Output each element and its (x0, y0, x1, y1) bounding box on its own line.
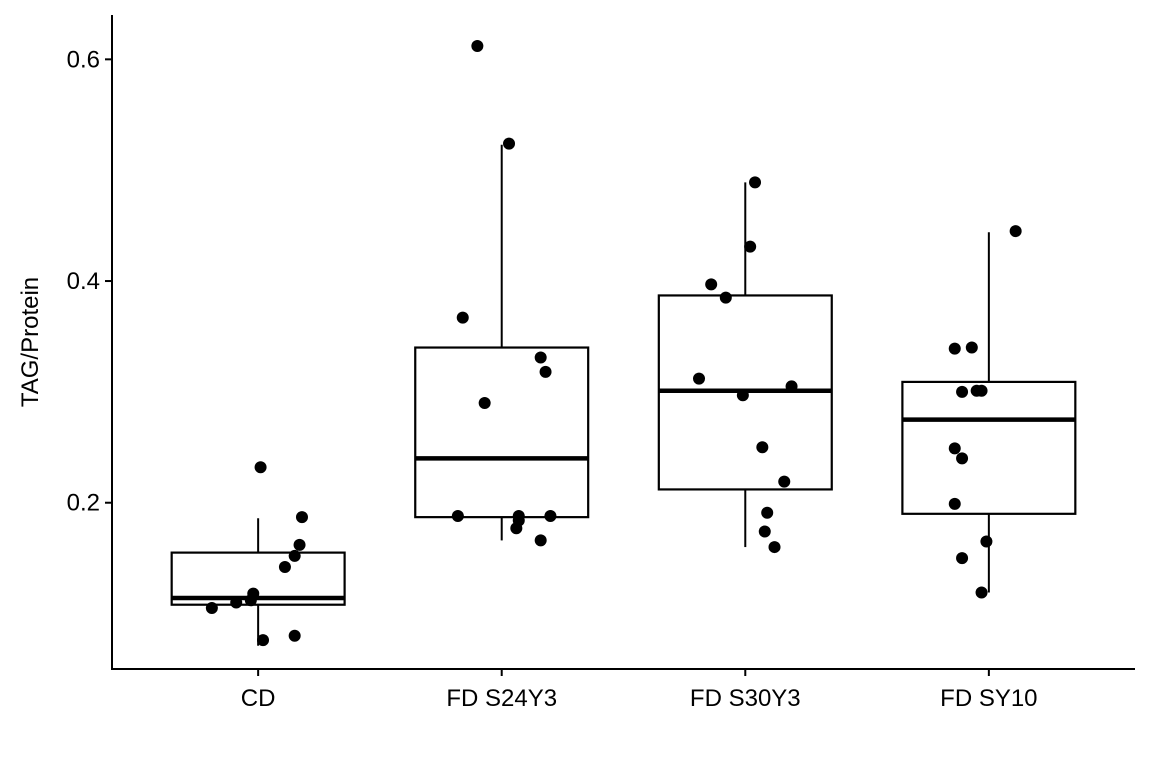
data-point (956, 552, 969, 565)
data-point (230, 596, 243, 609)
data-point (975, 384, 988, 397)
data-point (975, 586, 988, 599)
data-point (471, 40, 484, 53)
box-3 (901, 225, 1077, 599)
data-point (456, 311, 469, 324)
data-point (980, 535, 993, 548)
data-point (749, 176, 762, 189)
y-tick-label: 0.4 (67, 268, 100, 295)
box-2 (657, 176, 833, 554)
data-point (761, 506, 774, 519)
data-point (451, 510, 464, 523)
box-iqr (901, 380, 1077, 515)
data-point (205, 602, 218, 615)
data-point (705, 278, 718, 291)
x-tick-label: FD S30Y3 (690, 685, 801, 712)
data-point (295, 511, 308, 524)
x-tick-label: CD (241, 685, 276, 712)
data-point (278, 561, 291, 574)
data-point (736, 389, 749, 402)
data-point (948, 442, 961, 455)
data-point (257, 634, 270, 647)
data-point (956, 452, 969, 465)
box-1 (414, 40, 590, 547)
data-point (478, 396, 491, 409)
data-point (539, 365, 552, 378)
data-point (744, 240, 757, 253)
data-point (244, 594, 257, 607)
data-point (768, 541, 781, 554)
y-tick-label: 0.2 (67, 490, 100, 517)
data-point (948, 497, 961, 510)
data-point (288, 549, 301, 562)
data-point (965, 341, 978, 354)
data-point (693, 372, 706, 385)
data-point (719, 291, 732, 304)
data-point (534, 534, 547, 547)
data-point (956, 385, 969, 398)
data-point (293, 538, 306, 551)
data-point (503, 137, 516, 150)
y-axis-label: TAG/Protein (17, 277, 44, 407)
data-point (1009, 225, 1022, 238)
y-tick-label: 0.6 (67, 46, 100, 73)
data-point (756, 441, 769, 454)
data-point (544, 510, 557, 523)
data-point (948, 342, 961, 355)
box-iqr (414, 346, 590, 519)
data-point (288, 629, 301, 642)
box-0 (170, 461, 346, 647)
data-point (778, 475, 791, 488)
data-point (254, 461, 267, 474)
data-point (510, 522, 523, 535)
x-tick-label: FD S24Y3 (446, 685, 557, 712)
data-point (785, 380, 798, 393)
x-tick-label: FD SY10 (940, 685, 1037, 712)
axes: 0.2 0.4 0.6 CD FD S24Y3 FD S30Y3 FD SY10 (67, 15, 1135, 712)
data-point (758, 525, 771, 538)
data-point (534, 351, 547, 364)
plot-marks (170, 40, 1077, 647)
